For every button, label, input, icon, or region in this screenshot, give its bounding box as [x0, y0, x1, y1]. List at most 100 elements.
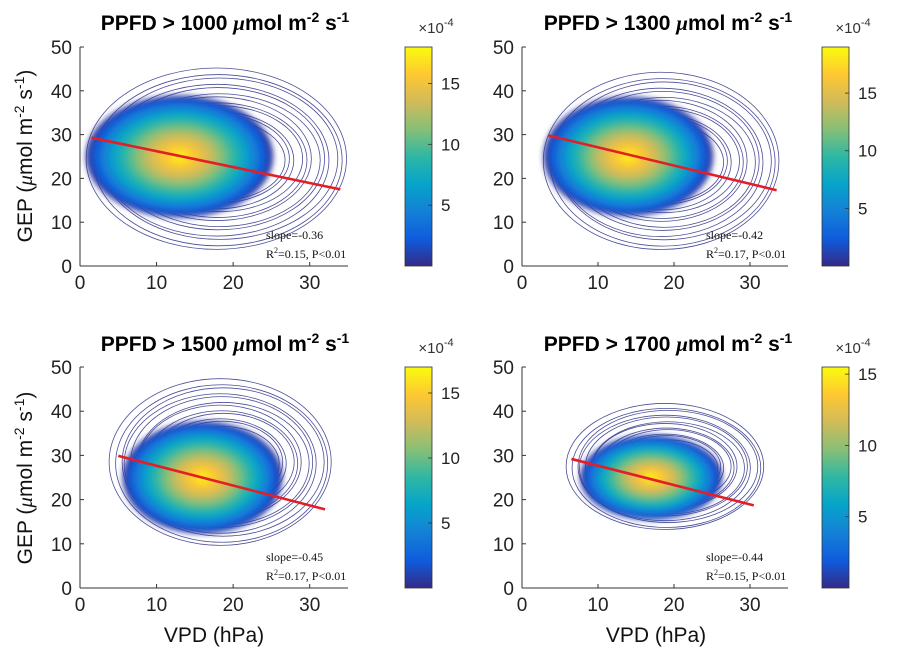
r2-prefix: R: [266, 569, 274, 583]
exponent-base: ×10: [835, 20, 860, 37]
y-tick-label: 20: [51, 491, 72, 512]
title-s: s: [762, 333, 780, 356]
colorbar-tick-label: 15: [858, 84, 877, 103]
x-tick-label: 0: [517, 595, 528, 616]
density-contour: [108, 378, 332, 546]
regression-line: [91, 136, 341, 191]
panel-title: PPFD > 1300 μmol m-2 s-1: [544, 9, 793, 35]
y-axis-label: GEP (μmol m-2 s-1): [11, 392, 37, 565]
chart-panel-4: 0 10 20 30 0 10 20 30 40 50 PPFD > 1700 μmol m-2 s…: [493, 330, 877, 616]
density-contour: [579, 414, 751, 522]
density-contour: [542, 71, 780, 250]
ylabel-mu: μ: [13, 175, 37, 187]
title-unit: mol m: [245, 333, 307, 356]
y-tick-label: 20: [493, 491, 514, 512]
title-prefix: PPFD > 1700: [544, 333, 677, 356]
chart-panel-2: 0 10 20 30 0 10 20 30 40 50 PPFD > 1300 μmol m-2 s…: [493, 9, 877, 294]
ylabel-s: s: [14, 89, 37, 105]
r2-rest: =0.15, P<0.01: [718, 569, 786, 583]
density-contour: [571, 408, 762, 528]
title-mu: μ: [675, 11, 688, 35]
r2-sup: 2: [274, 246, 278, 255]
title-prefix: PPFD > 1300: [544, 12, 677, 35]
title-sup: -2: [307, 330, 320, 346]
y-tick-label: 30: [51, 446, 72, 467]
panel-title: PPFD > 1000 μmol m-2 s-1: [101, 9, 350, 35]
colorbar-tick-label: 15: [858, 365, 877, 384]
title-mu: μ: [232, 332, 245, 356]
y-tick-label: 30: [51, 126, 72, 147]
y-tick-label: 20: [51, 169, 72, 190]
ylabel-sup: -1: [11, 398, 27, 411]
ylabel-text: GEP (: [14, 186, 37, 243]
slope-annotation: slope=-0.45: [266, 550, 323, 564]
title-sup: -1: [337, 9, 350, 25]
colorbar-scale: [404, 46, 433, 267]
colorbar-tick-label: 15: [441, 75, 460, 94]
colorbar-scale: [404, 366, 433, 589]
y-tick-label: 10: [493, 213, 514, 234]
colorbar: 5 10 15 ×10-4: [821, 337, 877, 589]
colorbar: 5 10 15 ×10-4: [404, 337, 460, 589]
title-sup: -1: [780, 330, 793, 346]
x-tick-label: 30: [299, 595, 320, 616]
r2-prefix: R: [266, 247, 274, 261]
panel-title: PPFD > 1700 μmol m-2 s-1: [544, 330, 793, 356]
title-unit: mol m: [688, 333, 750, 356]
title-sup: -1: [337, 330, 350, 346]
y-tick-label: 50: [51, 358, 72, 379]
title-sup: -1: [780, 9, 793, 25]
ylabel-sup: -2: [11, 105, 27, 118]
slope-annotation: slope=-0.44: [706, 550, 763, 564]
ylabel-text: GEP (: [14, 508, 37, 565]
y-tick-label: 20: [493, 169, 514, 190]
x-tick-label: 10: [146, 273, 167, 294]
ylabel-s: s: [14, 411, 37, 427]
y-tick-label: 50: [51, 38, 72, 59]
slope-annotation: slope=-0.36: [266, 228, 323, 242]
r2-rest: =0.17, P<0.01: [278, 569, 346, 583]
panel-title: PPFD > 1500 μmol m-2 s-1: [101, 330, 350, 356]
x-tick-label: 20: [663, 595, 684, 616]
title-mu: μ: [675, 332, 688, 356]
x-tick-label: 10: [587, 273, 608, 294]
x-tick-label: 0: [517, 273, 528, 294]
y-tick-label: 40: [493, 82, 514, 103]
title-mu: μ: [232, 11, 245, 35]
regression-line: [117, 454, 326, 511]
ylabel-sup: -1: [11, 76, 27, 89]
y-tick-label: 40: [51, 402, 72, 423]
y-tick-label: 10: [51, 213, 72, 234]
chart-panel-3: 0 10 20 30 0 10 20 30 40 50 PPFD > 1500 μmol m-2 s…: [51, 330, 460, 616]
colorbar-tick-label: 15: [441, 384, 460, 403]
regression-line: [571, 457, 755, 507]
ylabel-sup: -2: [11, 427, 27, 440]
colorbar: 5 10 15 ×10-4: [821, 17, 877, 267]
exponent-power: -4: [444, 337, 454, 349]
title-s: s: [319, 333, 337, 356]
ylabel-close: ): [14, 70, 37, 77]
density-contour: [115, 384, 329, 543]
x-tick-label: 20: [223, 595, 244, 616]
colorbar-exponent: ×10-4: [418, 337, 453, 357]
title-sup: -2: [750, 330, 763, 346]
r2-annotation: R2=0.15, P<0.01: [266, 246, 346, 261]
y-tick-label: 0: [503, 257, 514, 278]
y-tick-label: 50: [493, 358, 514, 379]
r2-rest: =0.17, P<0.01: [718, 247, 786, 261]
y-tick-label: 50: [493, 38, 514, 59]
title-sup: -2: [750, 9, 763, 25]
colorbar-tick-label: 5: [441, 196, 450, 215]
ylabel-close: ): [14, 392, 37, 399]
x-tick-label: 0: [75, 273, 86, 294]
ylabel-mu: μ: [13, 497, 37, 509]
r2-rest: =0.15, P<0.01: [278, 247, 346, 261]
x-tick-label: 10: [587, 595, 608, 616]
x-tick-label: 10: [146, 595, 167, 616]
exponent-power: -4: [444, 17, 454, 29]
colorbar-exponent: ×10-4: [835, 337, 870, 357]
exponent-power: -4: [861, 337, 871, 349]
x-tick-label: 0: [75, 595, 86, 616]
colorbar-tick-label: 5: [858, 508, 867, 527]
